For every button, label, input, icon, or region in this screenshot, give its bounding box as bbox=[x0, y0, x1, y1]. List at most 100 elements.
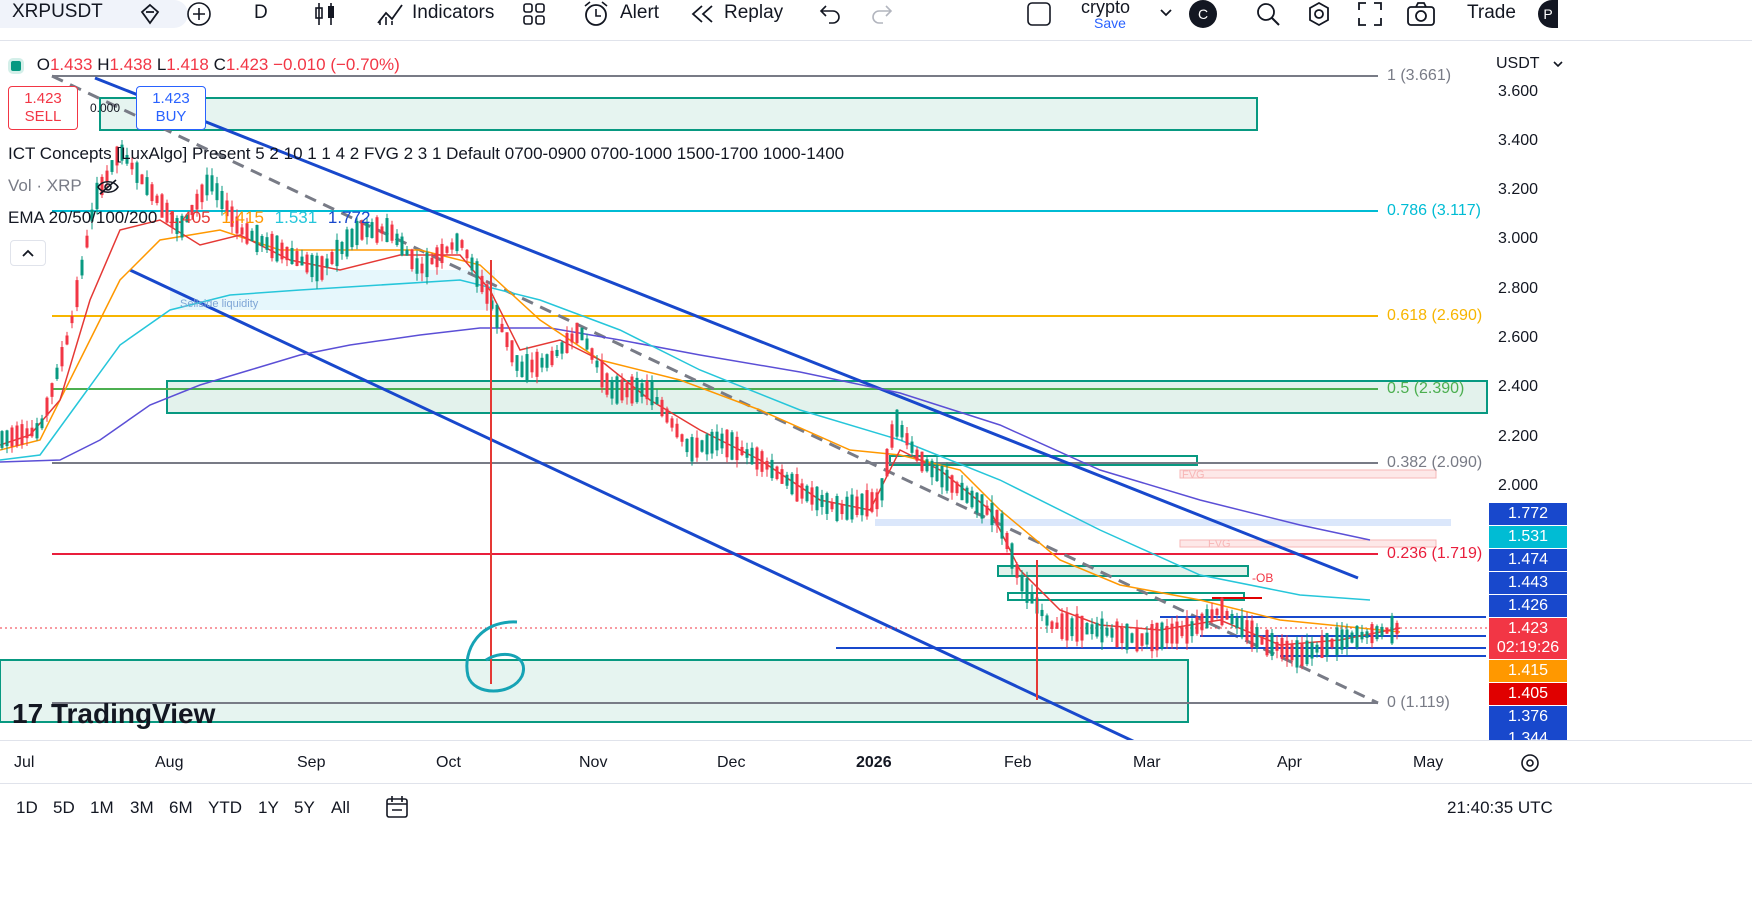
range-1d[interactable]: 1D bbox=[16, 798, 38, 817]
replay-button[interactable]: Replay bbox=[690, 0, 783, 28]
range-5y[interactable]: 5Y bbox=[294, 798, 315, 817]
candle-body bbox=[495, 304, 499, 328]
candle-body bbox=[905, 433, 909, 446]
range-1y[interactable]: 1Y bbox=[258, 798, 279, 817]
candle-body bbox=[265, 237, 269, 250]
layout-square-icon[interactable] bbox=[1026, 1, 1052, 27]
candle-body bbox=[935, 464, 939, 482]
candle-body bbox=[1380, 626, 1384, 637]
candle-body bbox=[45, 397, 49, 416]
buy-button[interactable]: 1.423 BUY bbox=[136, 86, 206, 130]
quick-search-icon[interactable] bbox=[1254, 0, 1282, 28]
candle-body bbox=[950, 475, 954, 493]
ema-legend[interactable]: EMA 20/50/100/200 1.405 1.415 1.531 1.77… bbox=[8, 208, 370, 228]
add-symbol-icon[interactable] bbox=[186, 1, 212, 27]
candle-body bbox=[570, 333, 574, 343]
symbol-search[interactable]: XRPUSDT bbox=[0, 0, 188, 28]
candle-body bbox=[35, 423, 39, 439]
candle-body bbox=[400, 236, 404, 256]
price-tick: 3.600 bbox=[1498, 83, 1539, 100]
price-chart[interactable]: Sellside liquidity FVG FVG -OB bbox=[0, 40, 1488, 740]
candle-body bbox=[730, 432, 734, 460]
open-label: O bbox=[36, 55, 50, 74]
candle-body bbox=[990, 502, 994, 526]
level-price-label: 1.443 bbox=[1489, 572, 1567, 594]
user-avatar[interactable]: C bbox=[1189, 0, 1217, 28]
range-ytd[interactable]: YTD bbox=[208, 798, 242, 817]
ema-50-value: 1.415 bbox=[221, 208, 264, 227]
candle-body bbox=[210, 175, 214, 192]
candle-body bbox=[600, 360, 604, 388]
alert-button[interactable]: Alert bbox=[582, 0, 659, 28]
settings-gear-icon[interactable] bbox=[1519, 752, 1541, 774]
collapse-legend-button[interactable] bbox=[10, 240, 46, 266]
candle-body bbox=[195, 193, 199, 210]
candle-body bbox=[1245, 620, 1249, 641]
candle-body bbox=[940, 465, 944, 488]
candle-body bbox=[815, 486, 819, 511]
market-status-dot[interactable] bbox=[8, 57, 24, 74]
candle-body bbox=[335, 239, 339, 267]
candle-body bbox=[160, 194, 164, 218]
candle-body bbox=[80, 259, 84, 276]
ema-50-price-label: 1.415 bbox=[1489, 660, 1567, 682]
utc-clock[interactable]: 21:40:35 UTC bbox=[1447, 798, 1553, 817]
indicators-button[interactable]: Indicators bbox=[376, 0, 494, 28]
candle-body bbox=[945, 469, 949, 491]
candle-body bbox=[25, 428, 29, 439]
candle-body bbox=[760, 451, 764, 472]
time-axis[interactable]: Jul Aug Sep Oct Nov Dec 2026 Feb Mar Apr… bbox=[0, 740, 1752, 783]
range-all[interactable]: All bbox=[331, 798, 350, 817]
candle-body bbox=[560, 342, 564, 354]
candle-body bbox=[840, 504, 844, 515]
fullscreen-icon[interactable] bbox=[1356, 0, 1384, 28]
redo-icon[interactable] bbox=[870, 2, 894, 26]
fib-trend-dashed bbox=[51, 74, 1379, 705]
range-3m[interactable]: 3M bbox=[130, 798, 154, 817]
candle-body bbox=[960, 482, 964, 501]
high-value: 1.438 bbox=[109, 55, 153, 74]
layout-save[interactable]: Save bbox=[1094, 15, 1126, 31]
date-range-icon[interactable] bbox=[384, 794, 410, 820]
candle-body bbox=[525, 354, 529, 382]
candle-body bbox=[715, 431, 719, 451]
chart-pane[interactable]: Sellside liquidity FVG FVG -OB 1 (3.661)… bbox=[0, 40, 1488, 740]
volume-legend[interactable]: Vol · XRP bbox=[8, 176, 120, 196]
ict-indicator-legend[interactable]: ICT Concepts [LuxAlgo] Present 5 2 10 1 … bbox=[8, 144, 845, 163]
candle-body bbox=[1015, 564, 1019, 578]
undo-icon[interactable] bbox=[818, 2, 842, 26]
range-1m[interactable]: 1M bbox=[90, 798, 114, 817]
candle-body bbox=[315, 255, 319, 282]
chevron-down-icon[interactable] bbox=[1158, 6, 1174, 20]
fib-label-0382: 0.382 (2.090) bbox=[1387, 454, 1483, 471]
candle-body bbox=[830, 502, 834, 510]
candle-body bbox=[650, 380, 654, 406]
candle-body bbox=[635, 377, 639, 403]
profile-avatar[interactable]: P bbox=[1538, 0, 1558, 28]
range-5d[interactable]: 5D bbox=[53, 798, 75, 817]
settings-icon[interactable] bbox=[1305, 0, 1333, 28]
candle-body bbox=[1055, 622, 1059, 629]
candle-body bbox=[1310, 642, 1314, 659]
level-price-label: 1.426 bbox=[1489, 595, 1567, 617]
candle-body bbox=[1050, 621, 1054, 629]
range-6m[interactable]: 6M bbox=[169, 798, 193, 817]
eye-hidden-icon[interactable] bbox=[96, 178, 120, 196]
candles-icon[interactable] bbox=[313, 1, 337, 27]
layouts-icon[interactable] bbox=[522, 2, 546, 26]
candle-body bbox=[1020, 574, 1024, 592]
trade-button[interactable]: Trade bbox=[1467, 2, 1516, 23]
ema-100-price-label: 1.531 bbox=[1489, 526, 1567, 548]
candle-body bbox=[910, 441, 914, 453]
layout-name[interactable]: crypto bbox=[1081, 0, 1131, 17]
compare-icon[interactable] bbox=[138, 2, 162, 26]
camera-icon[interactable] bbox=[1406, 0, 1436, 28]
candle-body bbox=[465, 249, 469, 259]
currency-selector[interactable]: USDT bbox=[1490, 50, 1572, 78]
sell-button[interactable]: 1.423 SELL bbox=[8, 86, 78, 130]
candle-body bbox=[70, 316, 74, 324]
alert-label: Alert bbox=[620, 2, 660, 23]
candle-body bbox=[280, 242, 284, 260]
interval-button[interactable]: D bbox=[254, 2, 268, 23]
candle-body bbox=[85, 235, 89, 248]
